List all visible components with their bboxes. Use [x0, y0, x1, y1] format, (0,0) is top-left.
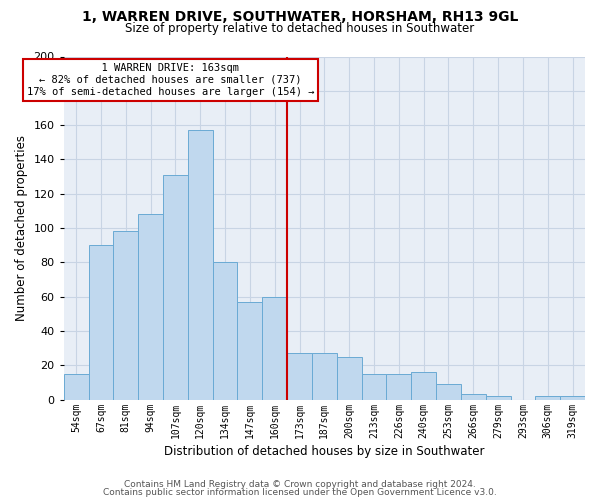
Bar [362, 374, 386, 400]
Bar [212, 262, 238, 400]
Bar [560, 396, 585, 400]
Text: 1, WARREN DRIVE, SOUTHWATER, HORSHAM, RH13 9GL: 1, WARREN DRIVE, SOUTHWATER, HORSHAM, RH… [82, 10, 518, 24]
Bar [436, 384, 461, 400]
Text: 1 WARREN DRIVE: 163sqm  
← 82% of detached houses are smaller (737)
17% of semi-: 1 WARREN DRIVE: 163sqm ← 82% of detached… [26, 64, 314, 96]
Bar [89, 245, 113, 400]
Bar [64, 374, 89, 400]
Text: Size of property relative to detached houses in Southwater: Size of property relative to detached ho… [125, 22, 475, 35]
Bar [461, 394, 486, 400]
Y-axis label: Number of detached properties: Number of detached properties [15, 135, 28, 321]
Bar [138, 214, 163, 400]
Bar [163, 175, 188, 400]
Text: Contains public sector information licensed under the Open Government Licence v3: Contains public sector information licen… [103, 488, 497, 497]
Bar [337, 356, 362, 400]
Bar [188, 130, 212, 400]
Bar [535, 396, 560, 400]
Bar [238, 302, 262, 400]
Bar [411, 372, 436, 400]
Bar [486, 396, 511, 400]
Bar [262, 296, 287, 400]
Bar [113, 232, 138, 400]
Bar [386, 374, 411, 400]
Bar [287, 353, 312, 400]
Text: Contains HM Land Registry data © Crown copyright and database right 2024.: Contains HM Land Registry data © Crown c… [124, 480, 476, 489]
Bar [312, 353, 337, 400]
X-axis label: Distribution of detached houses by size in Southwater: Distribution of detached houses by size … [164, 444, 485, 458]
